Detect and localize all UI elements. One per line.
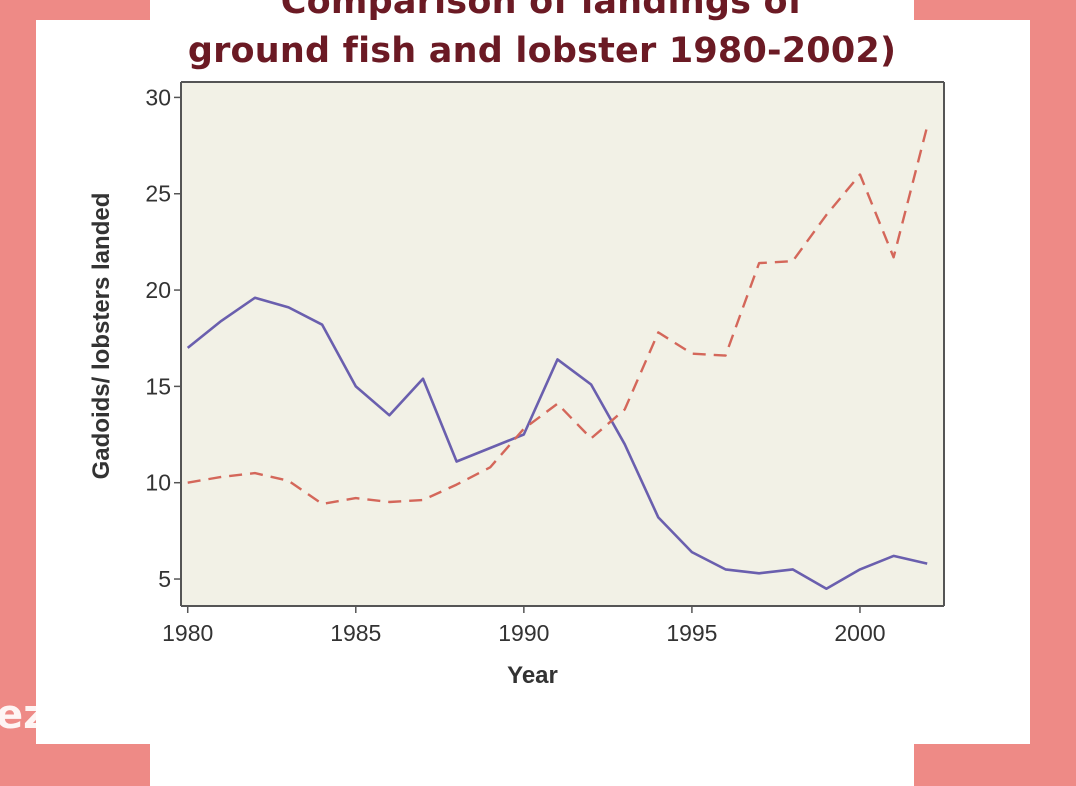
x-tick-label: 1995 [666, 620, 717, 646]
plot-area [181, 82, 944, 606]
lobsters-series-line [187, 126, 929, 506]
frame-bottom-left-corner [0, 744, 150, 786]
frame-bottom-right-corner [914, 744, 1076, 786]
x-tick-label: 1985 [330, 620, 381, 646]
y-axis-label: Gadoids/ lobsters landed [88, 193, 115, 480]
gadoids-series-line [186, 296, 928, 591]
y-tick-label: 15 [145, 373, 171, 399]
x-tick-label: 1990 [498, 620, 549, 646]
x-tick-label: 2000 [834, 620, 885, 646]
x-axis-label: Year [507, 662, 558, 689]
y-tick-label: 20 [145, 277, 171, 303]
frame-right-bar [1030, 0, 1076, 786]
y-tick-label: 5 [158, 566, 171, 592]
y-tick-label: 30 [145, 84, 171, 110]
slide-title-line-2: ground fish and lobster 1980-2002) [187, 31, 897, 71]
y-tick-label: 10 [145, 470, 171, 496]
y-tick-label: 25 [145, 181, 171, 207]
slide-title-line-1: Comparison of landings of [280, 0, 804, 22]
frame-top-right-corner [914, 0, 1076, 20]
x-tick-label: 1980 [162, 620, 213, 646]
frame-top-left-corner [0, 0, 150, 20]
frame-left-bar [0, 0, 36, 786]
watermark-logo: ezi [0, 692, 61, 738]
